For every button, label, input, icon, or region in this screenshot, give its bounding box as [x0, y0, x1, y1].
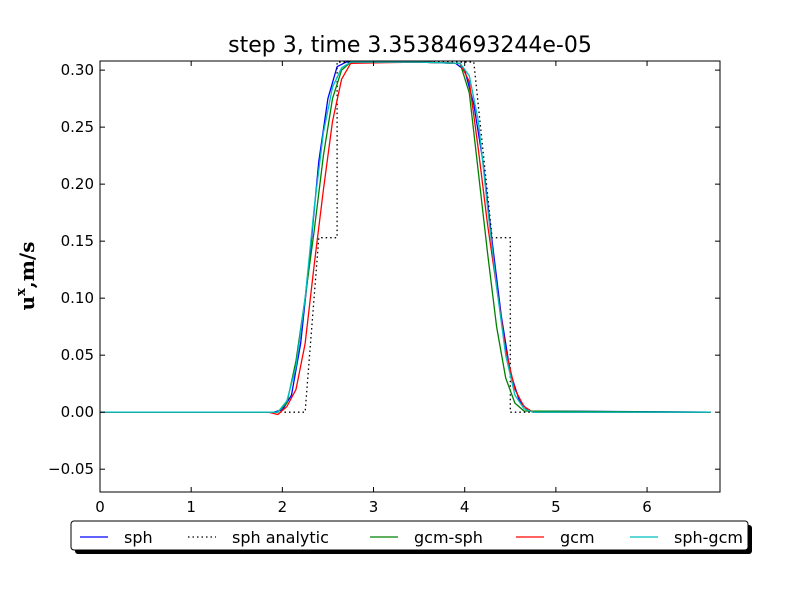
y-tick-label: 0.00 — [61, 403, 94, 421]
legend: sph sph analytic gcm-sph gcm sph-gcm — [70, 520, 752, 554]
legend-items: sph sph analytic gcm-sph gcm sph-gcm — [80, 528, 743, 547]
y-axis-label-sup: x — [14, 288, 29, 296]
y-tick-label: 0.20 — [61, 175, 94, 193]
legend-label: gcm — [560, 528, 595, 547]
y-tick-label: 0.25 — [61, 118, 94, 136]
y-tick-label: −0.05 — [48, 460, 94, 478]
series-line-sph-gcm — [100, 61, 711, 413]
x-tick-label: 0 — [95, 498, 105, 516]
legend-label: sph analytic — [232, 528, 329, 547]
x-tick-label: 4 — [460, 498, 470, 516]
legend-label: gcm-sph — [414, 528, 483, 547]
y-axis-label-unit: ,m/s — [15, 241, 39, 288]
y-axis-label: ux,m/s — [14, 241, 39, 310]
series-line-sph-analytic — [100, 61, 711, 413]
y-axis-label-main: u — [15, 296, 39, 311]
x-tick-label: 6 — [642, 498, 652, 516]
y-tick-label: 0.15 — [61, 232, 94, 250]
y-tick-label: 0.05 — [61, 346, 94, 364]
plot-frame — [99, 60, 721, 493]
x-tick-label: 1 — [186, 498, 196, 516]
x-axis: 0 1 2 3 4 5 6 — [95, 61, 652, 516]
legend-box — [70, 520, 749, 551]
x-tick-label: 2 — [278, 498, 288, 516]
chart-title: step 3, time 3.35384693244e-05 — [228, 33, 592, 58]
y-axis: −0.05 0.00 0.05 0.10 0.15 0.20 0.25 0.30 — [48, 61, 720, 478]
legend-label: sph — [124, 528, 153, 547]
legend-label: sph-gcm — [674, 528, 743, 547]
y-tick-label: 0.10 — [61, 289, 94, 307]
y-tick-label: 0.30 — [61, 61, 94, 79]
x-tick-label: 5 — [551, 498, 561, 516]
x-tick-label: 3 — [369, 498, 379, 516]
series-layer — [100, 61, 711, 416]
